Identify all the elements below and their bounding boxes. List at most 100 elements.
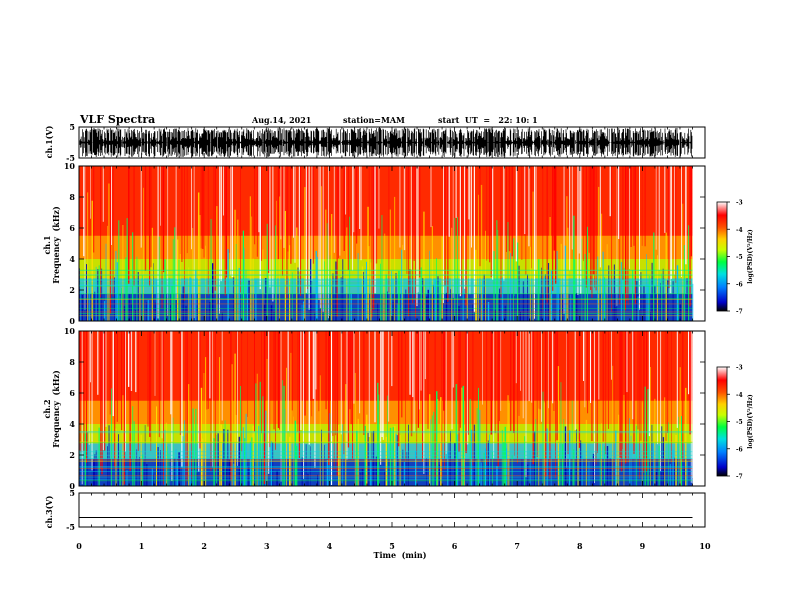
spectrogram-stripe <box>188 267 190 321</box>
spectrogram-stripe <box>410 331 413 437</box>
spectrogram-stripe <box>527 464 529 486</box>
x-tick-label: 5 <box>389 541 395 551</box>
spectrogram-band <box>79 381 693 386</box>
spectrogram-stripe <box>261 166 262 261</box>
spectrogram-stripe <box>368 166 370 247</box>
spectrogram-stripe <box>132 232 134 321</box>
spectrogram-stripe <box>326 459 329 486</box>
spectrogram-stripe <box>483 274 485 321</box>
spectrogram-stripe <box>273 311 275 321</box>
spectrogram-stripe <box>207 331 209 409</box>
spectrogram-stripe <box>336 331 339 476</box>
spectrogram-stripe <box>83 166 85 257</box>
spectrogram-stripe <box>448 166 450 237</box>
spectrogram-stripe <box>573 215 575 321</box>
spectrogram-stripe <box>679 367 681 486</box>
spectrogram-stripe <box>343 166 345 251</box>
spectrogram-stripe <box>268 166 270 273</box>
spectrogram-band <box>79 369 693 375</box>
spectrogram-stripe <box>653 443 654 486</box>
spectrogram-stripe <box>508 166 511 252</box>
spectrogram-stripe <box>515 166 518 262</box>
spectrogram-stripe <box>441 331 443 478</box>
spectrogram-band <box>79 239 693 244</box>
spectrogram-stripe <box>174 227 176 321</box>
spectrogram-stripe <box>545 274 546 321</box>
ch1-spectrogram-ytick-label: 4 <box>69 254 75 264</box>
spectrogram-stripe <box>310 446 311 486</box>
figure-title: VLF Spectra <box>79 113 155 126</box>
spectrogram-stripe <box>490 331 493 435</box>
spectrogram-stripe <box>560 243 562 321</box>
spectrogram-stripe <box>574 331 576 431</box>
spectrogram-band <box>79 224 693 229</box>
spectrogram-stripe <box>308 331 310 445</box>
spectrogram-stripe <box>111 388 112 486</box>
ch1-spectrogram-panel: 0 2 4 6 8 10 <box>64 161 706 326</box>
spectrogram-stripe <box>590 166 592 290</box>
spectrogram-stripe <box>258 425 260 486</box>
spectrogram-stripe <box>170 305 171 321</box>
spectrogram-stripe <box>441 236 443 321</box>
spectrogram-stripe <box>692 331 694 478</box>
spectrogram-stripe <box>297 331 299 432</box>
spectrogram-stripe <box>367 206 369 321</box>
spectrogram-stripe <box>364 425 366 486</box>
spectrogram-stripe <box>332 331 334 436</box>
spectrogram-stripe <box>90 166 91 219</box>
spectrogram-stripe <box>335 261 337 321</box>
spectrogram-stripe <box>291 272 293 321</box>
spectrogram-stripe <box>462 385 464 486</box>
spectrogram-stripe <box>633 166 635 246</box>
x-tick-label: 8 <box>577 541 583 551</box>
spectrogram-stripe <box>608 331 609 429</box>
spectrogram-stripe <box>312 331 315 399</box>
spectrogram-stripe <box>395 273 397 321</box>
spectrogram-stripe <box>129 294 131 321</box>
spectrogram-stripe <box>254 331 255 432</box>
spectrogram-stripe <box>321 186 322 321</box>
spectrogram-stripe <box>625 166 626 311</box>
ch2-spectrogram-ytick-label: 6 <box>69 388 75 398</box>
spectrogram-stripe <box>188 384 190 486</box>
spectrogram-stripe <box>665 232 667 321</box>
spectrogram-stripe <box>562 443 563 486</box>
spectrogram-stripe <box>417 331 419 428</box>
spectrogram-stripe <box>609 166 611 217</box>
spectrogram-stripe <box>126 470 128 486</box>
spectrogram-stripe <box>672 281 674 321</box>
spectrogram-stripe <box>566 196 568 321</box>
spectrogram-stripe <box>402 449 404 486</box>
spectrogram-stripe <box>167 446 168 486</box>
spectrogram-stripe <box>580 440 582 486</box>
spectrogram-stripe <box>284 211 286 321</box>
spectrogram-band <box>79 408 693 413</box>
spectrogram-stripe <box>214 331 216 473</box>
spectrogram-stripe <box>536 331 538 457</box>
spectrogram-stripe <box>520 331 521 391</box>
spectrogram-stripe <box>487 440 489 486</box>
spectrogram-band <box>79 350 693 355</box>
spectrogram-stripe <box>468 166 470 220</box>
spectrogram-stripe <box>123 331 125 485</box>
spectrogram-stripe <box>450 289 452 321</box>
spectrogram-stripe <box>497 331 499 467</box>
spectrogram-stripe <box>472 304 473 321</box>
spectrogram-stripe <box>100 166 102 298</box>
x-tick-label: 4 <box>327 541 333 551</box>
spectrogram-stripe <box>357 418 359 486</box>
spectrogram-stripe <box>164 429 166 486</box>
ch1-spectrogram-ytick-label: 6 <box>69 223 75 233</box>
ch3-waveform-ylabel: ch.3(V) <box>44 495 54 528</box>
spectrogram-stripe <box>181 166 183 262</box>
spectrogram-stripe <box>300 166 302 296</box>
spectrogram-stripe <box>679 304 681 321</box>
spectrogram-stripe <box>489 434 490 486</box>
spectrogram-stripe <box>249 196 251 321</box>
spectrogram-stripe <box>84 166 86 310</box>
spectrogram-stripe <box>461 166 463 296</box>
spectrogram-stripe <box>454 443 456 486</box>
spectrogram-stripe <box>147 299 150 321</box>
spectrogram-stripe <box>161 166 163 309</box>
spectrogram-stripe <box>597 256 599 321</box>
